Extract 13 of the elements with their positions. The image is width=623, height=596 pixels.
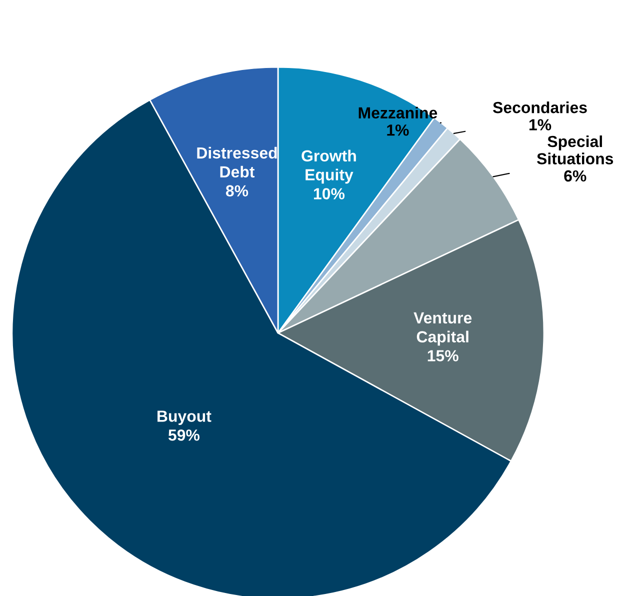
slice-label: Special Situations [536, 135, 614, 164]
slice-label: Secondaries [492, 101, 587, 114]
data-label: 8% [226, 185, 248, 196]
slice-label: Growth Equity [302, 150, 356, 184]
slice-label: Buyout [158, 410, 212, 426]
data-label: 1% [529, 119, 552, 130]
slice-label: Distressed Debt [197, 146, 277, 178]
data-label: 15% [428, 350, 458, 362]
data-label: 1% [387, 124, 409, 136]
data-label: 6% [564, 170, 586, 182]
data-label: 10% [314, 188, 345, 200]
slice-label: Venture Capital [414, 312, 472, 346]
data-label: 59% [168, 429, 200, 441]
